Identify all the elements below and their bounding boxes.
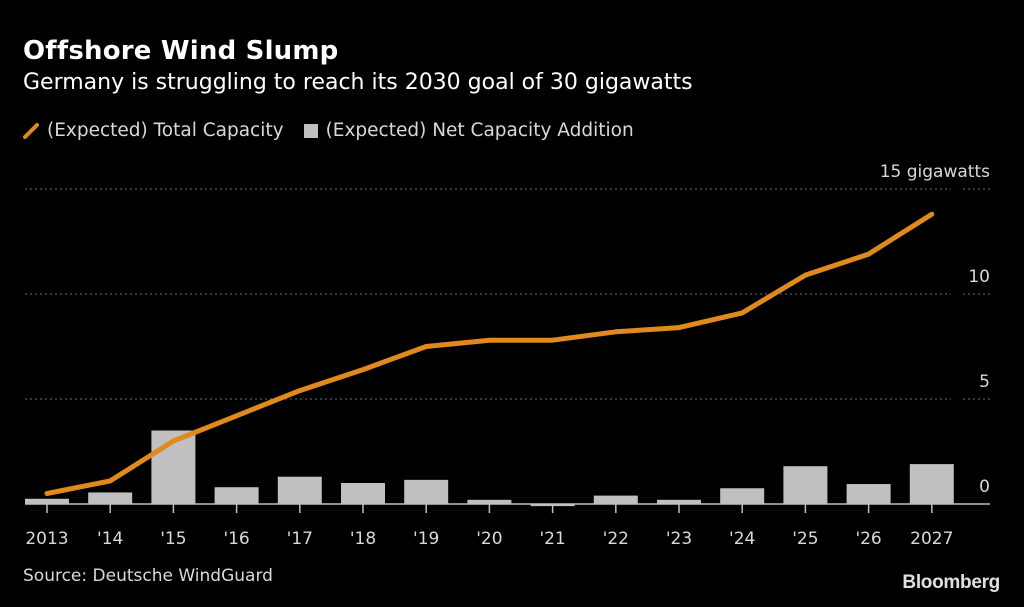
- x-tick-label: 2027: [910, 529, 953, 549]
- x-tick-label: '21: [539, 529, 565, 549]
- y-tick-label: 0: [979, 477, 990, 497]
- bar: [657, 499, 701, 504]
- source-note: Source: Deutsche WindGuard: [23, 566, 273, 586]
- x-tick-label: '23: [666, 529, 692, 549]
- legend-item-total-capacity: (Expected) Total Capacity: [23, 120, 284, 141]
- bloomberg-logo: Bloomberg: [902, 572, 1000, 593]
- bar: [783, 466, 828, 504]
- line-swatch-icon: [23, 122, 39, 139]
- x-tick-label: '22: [603, 529, 629, 549]
- bar: [846, 484, 891, 504]
- x-tick-label: '19: [413, 529, 439, 549]
- bar: [25, 498, 69, 504]
- legend: (Expected) Total Capacity (Expected) Net…: [23, 120, 654, 141]
- bar: [277, 476, 322, 504]
- x-tick-label: '25: [792, 529, 818, 549]
- chart-subtitle: Germany is struggling to reach its 2030 …: [23, 70, 693, 95]
- y-tick-label: 15 gigawatts: [880, 162, 990, 182]
- chart-title: Offshore Wind Slump: [23, 36, 339, 66]
- x-tick-label: '26: [855, 529, 881, 549]
- bar: [404, 479, 449, 504]
- bar: [341, 483, 385, 504]
- x-tick-label: '24: [729, 529, 755, 549]
- bar: [467, 499, 512, 504]
- bar: [909, 464, 954, 504]
- y-tick-label: 5: [979, 372, 990, 392]
- bar: [720, 488, 765, 504]
- bar: [88, 492, 133, 504]
- legend-label-net-addition: (Expected) Net Capacity Addition: [325, 120, 634, 141]
- x-tick-label: '20: [476, 529, 502, 549]
- x-tick-label: '17: [287, 529, 313, 549]
- legend-item-net-addition: (Expected) Net Capacity Addition: [303, 120, 634, 141]
- bar: [593, 495, 638, 504]
- legend-label-total-capacity: (Expected) Total Capacity: [47, 120, 284, 141]
- bar-swatch-icon: [303, 123, 318, 138]
- bar: [214, 487, 259, 504]
- x-tick-label: '16: [223, 529, 249, 549]
- x-tick-label: '18: [350, 529, 376, 549]
- x-tick-label: 2013: [25, 529, 68, 549]
- y-tick-label: 10: [968, 267, 990, 287]
- x-tick-label: '14: [97, 529, 123, 549]
- x-tick-label: '15: [160, 529, 186, 549]
